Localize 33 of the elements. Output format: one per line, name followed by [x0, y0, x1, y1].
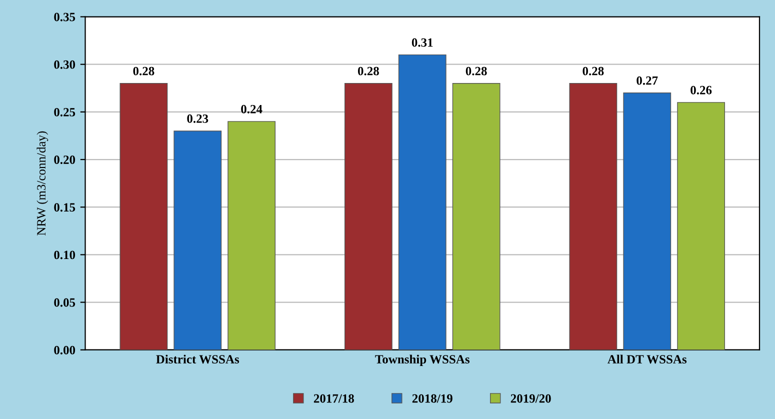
- y-tick-label: 0.10: [54, 250, 76, 260]
- data-label: 0.31: [412, 38, 433, 47]
- y-tick-label: 0.20: [54, 156, 76, 164]
- data-label: 0.28: [582, 66, 604, 76]
- data-label: 0.27: [636, 76, 658, 85]
- x-tick-label: District WSSAs: [156, 354, 240, 364]
- data-label: 0.28: [358, 66, 379, 76]
- y-tick-label: 0.30: [54, 60, 76, 69]
- y-tick-label: 0.05: [54, 298, 76, 307]
- bar: [174, 130, 222, 350]
- y-tick-label: 0.25: [54, 108, 76, 116]
- data-label: 0.23: [187, 114, 208, 123]
- bar: [677, 102, 726, 350]
- bar: [228, 121, 276, 350]
- x-tick-label: All DT WSSAs: [608, 354, 687, 364]
- data-label: 0.26: [690, 86, 712, 94]
- bar: [569, 83, 618, 350]
- legend-label: 2018/19: [412, 394, 452, 403]
- y-axis-title: NRW (m3/conn/day): [36, 131, 48, 236]
- data-label: 0.24: [241, 104, 262, 114]
- bar: [452, 83, 500, 350]
- bar: [398, 54, 446, 350]
- bar: [120, 83, 168, 350]
- y-tick-label: 0.35: [54, 12, 76, 22]
- data-label: 0.28: [466, 66, 487, 76]
- legend-label: 2019/20: [510, 394, 551, 403]
- data-label: 0.28: [133, 66, 154, 76]
- bar: [623, 92, 672, 350]
- y-tick-label: 0.15: [54, 203, 76, 212]
- bar: [344, 83, 392, 350]
- x-tick-label: Township WSSAs: [375, 354, 470, 366]
- y-tick-label: 0.00: [54, 346, 76, 354]
- legend-label: 2017/18: [314, 394, 354, 403]
